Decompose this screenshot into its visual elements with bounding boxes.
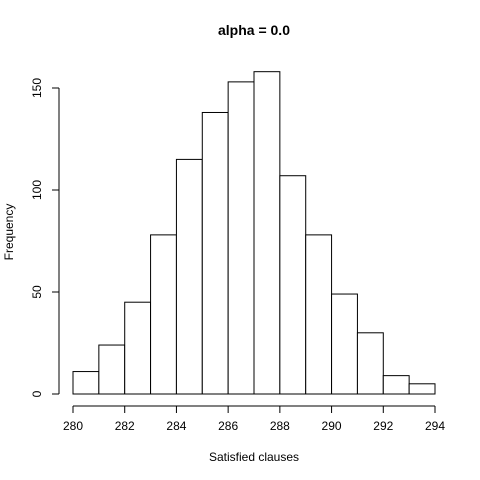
histogram-bar-286-287	[227, 81, 255, 395]
x-tick-label: 294	[425, 419, 445, 433]
histogram-bar-291-292	[356, 332, 384, 395]
bars-group	[72, 71, 436, 395]
y-axis-label: Frequency	[2, 204, 16, 261]
histogram-bar-290-291	[331, 293, 358, 395]
histogram-bar-280-281	[72, 371, 100, 395]
x-tick-label: 290	[322, 419, 342, 433]
histogram-bar-288-289	[279, 175, 307, 395]
y-tick-label: 0	[30, 390, 44, 397]
histogram-bar-287-288	[253, 71, 281, 395]
y-tick-label: 100	[30, 180, 44, 200]
x-axis-label: Satisfied clauses	[209, 450, 299, 464]
histogram-bar-283-284	[150, 234, 177, 395]
x-tick-label: 284	[166, 419, 186, 433]
chart-title: alpha = 0.0	[218, 22, 290, 38]
histogram-bar-292-293	[382, 375, 410, 395]
x-tick-label: 286	[218, 419, 238, 433]
histogram-bar-281-282	[98, 344, 126, 395]
histogram-bar-285-286	[201, 111, 229, 395]
histogram-bar-293-294	[408, 383, 436, 395]
x-tick-label: 292	[373, 419, 393, 433]
x-tick-label: 288	[270, 419, 290, 433]
histogram-bar-284-285	[175, 158, 203, 395]
y-tick-label: 150	[30, 78, 44, 98]
x-tick-label: 282	[115, 419, 135, 433]
y-tick-label: 50	[30, 285, 44, 299]
y-axis: 0 50 100 150	[30, 78, 60, 397]
x-axis: 280 282 284 286 288 290 292 294	[63, 405, 445, 433]
x-tick-label: 280	[63, 419, 83, 433]
histogram-bar-289-290	[305, 234, 333, 395]
histogram-bar-282-283	[124, 301, 152, 395]
